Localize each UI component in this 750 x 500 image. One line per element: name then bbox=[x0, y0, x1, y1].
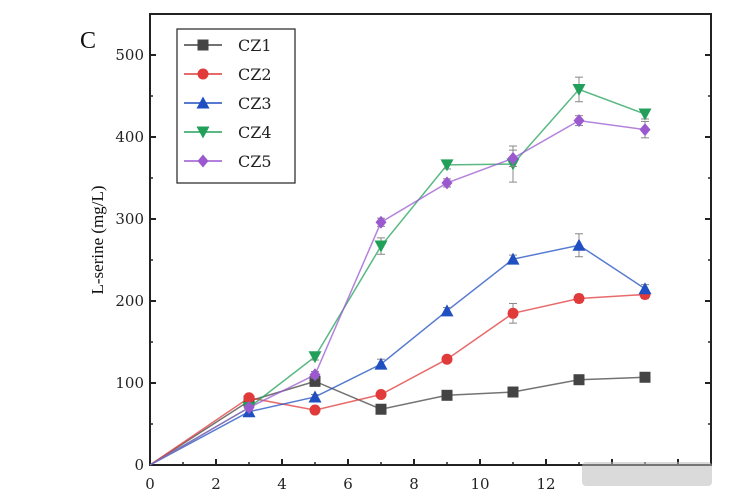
data-point bbox=[506, 252, 520, 265]
x-tick-label: 2 bbox=[211, 475, 221, 493]
series-cz5 bbox=[149, 114, 651, 466]
data-point bbox=[507, 307, 519, 319]
y-tick-label: 0 bbox=[134, 456, 144, 474]
panel-label: C bbox=[80, 28, 96, 54]
data-point bbox=[375, 215, 387, 229]
data-point bbox=[309, 368, 321, 382]
data-point bbox=[507, 151, 519, 165]
data-point bbox=[441, 353, 453, 365]
legend-box bbox=[176, 28, 296, 184]
y-tick-label: 100 bbox=[115, 374, 144, 392]
data-point bbox=[639, 371, 651, 383]
legend-marker bbox=[196, 126, 210, 139]
legend-label: CZ5 bbox=[238, 152, 272, 171]
data-point bbox=[638, 108, 652, 121]
data-point bbox=[375, 403, 387, 415]
legend-marker bbox=[197, 68, 209, 80]
data-point bbox=[308, 390, 322, 403]
data-point bbox=[573, 293, 585, 305]
data-point bbox=[375, 388, 387, 400]
data-point bbox=[243, 401, 255, 415]
data-point bbox=[572, 83, 586, 96]
x-tick-label: 0 bbox=[145, 475, 155, 493]
x-tick-label: 12 bbox=[536, 475, 555, 493]
legend-marker bbox=[197, 39, 209, 51]
data-point bbox=[309, 404, 321, 416]
legend: CZ1 CZ2 CZ3 CZ4 CZ5 bbox=[176, 28, 296, 184]
data-point bbox=[441, 176, 453, 190]
legend-label: CZ1 bbox=[238, 36, 272, 55]
x-tick-label: 8 bbox=[409, 475, 419, 493]
legend-label: CZ4 bbox=[238, 123, 272, 142]
data-point bbox=[639, 123, 651, 137]
y-tick-label: 400 bbox=[115, 128, 144, 146]
x-tick-label: 6 bbox=[343, 475, 353, 493]
data-point bbox=[638, 282, 652, 295]
data-point bbox=[440, 304, 454, 317]
data-point bbox=[441, 389, 453, 401]
plot-frame bbox=[149, 13, 712, 466]
series-line bbox=[149, 88, 646, 466]
series-group bbox=[149, 76, 652, 466]
y-tick-label: 200 bbox=[115, 292, 144, 310]
legend-marker bbox=[197, 154, 209, 168]
data-point bbox=[308, 351, 322, 364]
series-line bbox=[149, 244, 646, 466]
series-line bbox=[149, 119, 646, 466]
x-tick-label: 4 bbox=[277, 475, 287, 493]
data-point bbox=[309, 375, 321, 387]
data-point bbox=[374, 240, 388, 253]
data-point bbox=[507, 386, 519, 398]
y-tick-label: 500 bbox=[115, 46, 144, 64]
watermark-blur bbox=[582, 462, 712, 486]
x-tick-label: 10 bbox=[470, 475, 489, 493]
y-axis-label: L-serine (mg/L) bbox=[88, 185, 107, 294]
series-cz3 bbox=[149, 233, 652, 466]
legend-label: CZ3 bbox=[238, 94, 272, 113]
data-point bbox=[573, 114, 585, 128]
data-point bbox=[374, 357, 388, 370]
data-point bbox=[243, 392, 255, 404]
series-cz1 bbox=[149, 371, 651, 466]
series-line bbox=[149, 293, 646, 466]
legend-label: CZ2 bbox=[238, 65, 272, 84]
data-point bbox=[573, 374, 585, 386]
series-line bbox=[149, 376, 646, 466]
data-point bbox=[572, 238, 586, 251]
y-tick-label: 300 bbox=[115, 210, 144, 228]
legend-marker bbox=[196, 96, 210, 109]
data-point bbox=[440, 159, 454, 172]
